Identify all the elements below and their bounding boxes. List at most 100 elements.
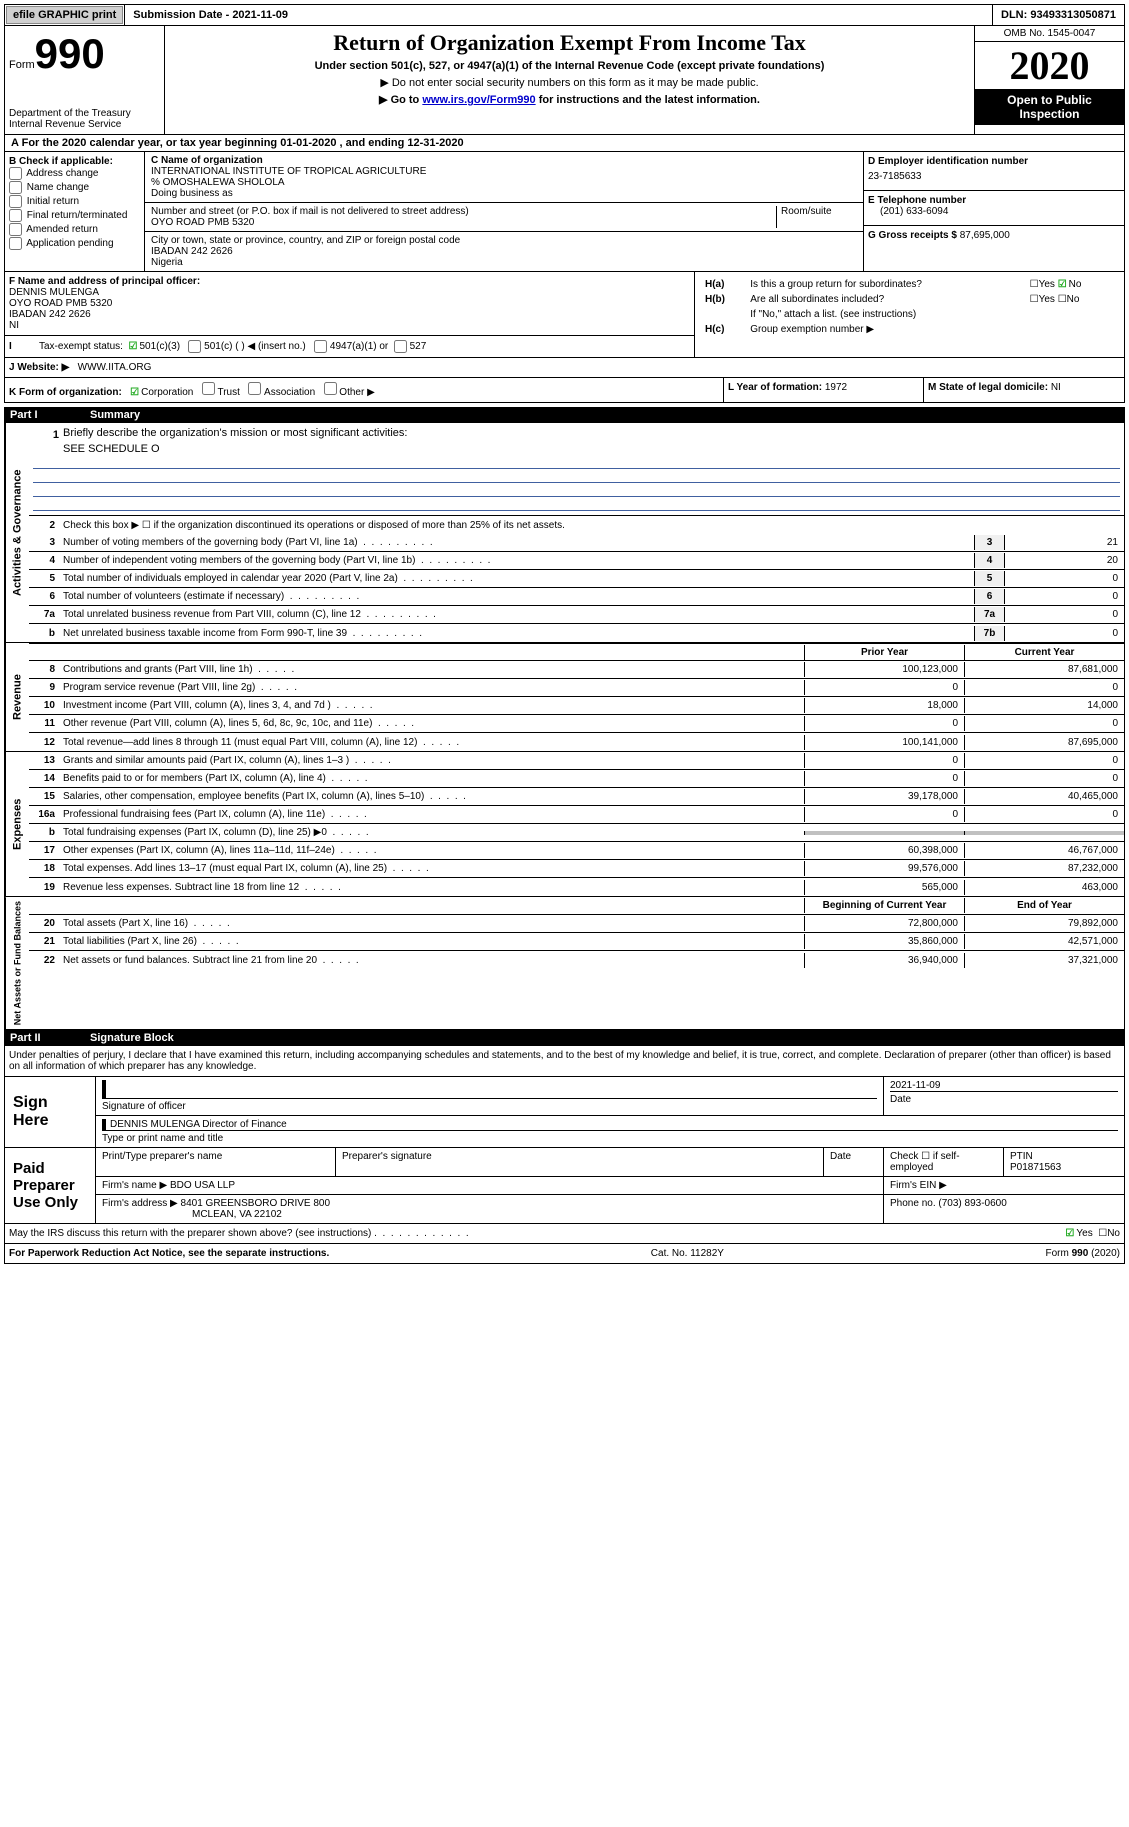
row-a-tax-year: A For the 2020 calendar year, or tax yea… <box>4 135 1125 152</box>
current-value: 0 <box>964 771 1124 786</box>
prior-value: 35,860,000 <box>804 934 964 949</box>
checkbox-trust[interactable] <box>202 382 215 395</box>
efile-print-button[interactable]: efile GRAPHIC print <box>6 6 123 24</box>
instructions-link[interactable]: www.irs.gov/Form990 <box>422 94 535 106</box>
summary-row: 5Total number of individuals employed in… <box>29 570 1124 588</box>
row-num: 10 <box>29 698 59 713</box>
country-value: Nigeria <box>151 257 183 268</box>
current-value: 79,892,000 <box>964 916 1124 931</box>
ha-label: Is this a group return for subordinates? <box>746 278 1023 291</box>
firm-addr-value: 8401 GREENSBORO DRIVE 800 <box>181 1198 331 1209</box>
summary-row: 18Total expenses. Add lines 13–17 (must … <box>29 860 1124 878</box>
title-box: Return of Organization Exempt From Incom… <box>165 26 974 134</box>
checkbox-initial-return[interactable] <box>9 195 22 208</box>
row-value: 0 <box>1004 626 1124 641</box>
tax-year: 2020 <box>975 42 1124 89</box>
row-num: 14 <box>29 771 59 786</box>
sig-date-value: 2021-11-09 <box>890 1080 1118 1091</box>
room-suite-label: Room/suite <box>777 206 857 228</box>
care-of-value: % OMOSHALEWA SHOLOLA <box>151 177 285 188</box>
section-expenses: Expenses 13Grants and similar amounts pa… <box>4 752 1125 897</box>
summary-row: 11Other revenue (Part VIII, column (A), … <box>29 715 1124 733</box>
prior-value: 36,940,000 <box>804 953 964 968</box>
street-label: Number and street (or P.O. box if mail i… <box>151 206 469 217</box>
row-num: 4 <box>29 553 59 568</box>
penalties-declaration: Under penalties of perjury, I declare th… <box>4 1046 1125 1077</box>
prior-value: 0 <box>804 807 964 822</box>
checkbox-address-change[interactable] <box>9 167 22 180</box>
summary-row: 10Investment income (Part VIII, column (… <box>29 697 1124 715</box>
row-value: 0 <box>1004 607 1124 622</box>
opt-trust: Trust <box>217 387 239 398</box>
row-desc: Total unrelated business revenue from Pa… <box>59 607 974 622</box>
arrow-icon: ▶ <box>379 94 391 106</box>
prior-value: 99,576,000 <box>804 861 964 876</box>
row-desc: Net assets or fund balances. Subtract li… <box>59 953 804 968</box>
current-year-header: Current Year <box>964 645 1124 660</box>
row-key: 7b <box>974 626 1004 641</box>
checkbox-501c[interactable] <box>188 340 201 353</box>
box-b-option: Name change <box>9 181 140 194</box>
form-label: Form <box>9 59 35 71</box>
row-desc: Other revenue (Part VIII, column (A), li… <box>59 716 804 731</box>
prior-value: 0 <box>804 680 964 695</box>
row-key: 5 <box>974 571 1004 586</box>
section-revenue: Revenue Prior Year Current Year 8Contrib… <box>4 643 1125 752</box>
current-value: 87,695,000 <box>964 735 1124 750</box>
paid-preparer-label: Paid Preparer Use Only <box>5 1148 95 1223</box>
checkbox-527[interactable] <box>394 340 407 353</box>
row-num: 20 <box>29 916 59 931</box>
checkbox-application-pending[interactable] <box>9 237 22 250</box>
row-value: 21 <box>1004 535 1124 550</box>
row-desc: Contributions and grants (Part VIII, lin… <box>59 662 804 677</box>
current-value: 0 <box>964 680 1124 695</box>
current-value: 37,321,000 <box>964 953 1124 968</box>
prior-value: 0 <box>804 716 964 731</box>
checkbox-other[interactable] <box>324 382 337 395</box>
checkbox-amended-return[interactable] <box>9 223 22 236</box>
discuss-row: May the IRS discuss this return with the… <box>4 1224 1125 1244</box>
prior-value: 39,178,000 <box>804 789 964 804</box>
row-desc: Number of independent voting members of … <box>59 553 974 568</box>
dln-label: DLN: 93493313050871 <box>992 5 1124 25</box>
current-value: 463,000 <box>964 880 1124 895</box>
discuss-label: May the IRS discuss this return with the… <box>9 1228 371 1239</box>
row-desc: Total assets (Part X, line 16) . . . . . <box>59 916 804 931</box>
summary-row: 4Number of independent voting members of… <box>29 552 1124 570</box>
paid-preparer-section: Paid Preparer Use Only Print/Type prepar… <box>4 1148 1125 1224</box>
dba-label: Doing business as <box>151 188 233 199</box>
arrow-icon: ▶ <box>380 77 392 89</box>
prep-col4: Check ☐ if self-employed <box>884 1148 1004 1176</box>
prep-phone-label: Phone no. <box>890 1198 936 1209</box>
checkbox-4947[interactable] <box>314 340 327 353</box>
vert-label-revenue: Revenue <box>5 643 29 751</box>
row-num: b <box>29 626 59 641</box>
row-num: 17 <box>29 843 59 858</box>
row-desc: Net unrelated business taxable income fr… <box>59 626 974 641</box>
vert-label-governance: Activities & Governance <box>5 423 29 642</box>
disclosure-line: Do not enter social security numbers on … <box>392 77 759 89</box>
part-ii-title: Signature Block <box>90 1032 174 1044</box>
row-desc: Total liabilities (Part X, line 26) . . … <box>59 934 804 949</box>
row-num: 13 <box>29 753 59 768</box>
main-title: Return of Organization Exempt From Incom… <box>169 30 970 56</box>
city-value: IBADAN 242 2626 <box>151 246 233 257</box>
officer-name: DENNIS MULENGA <box>9 287 99 298</box>
row-value: 20 <box>1004 553 1124 568</box>
summary-row: 14Benefits paid to or for members (Part … <box>29 770 1124 788</box>
goto-label: Go to <box>391 94 423 106</box>
footer-right: Form 990 (2020) <box>1046 1248 1120 1259</box>
row-key: 7a <box>974 607 1004 622</box>
row-num: 9 <box>29 680 59 695</box>
row-desc: Grants and similar amounts paid (Part IX… <box>59 753 804 768</box>
current-value: 87,232,000 <box>964 861 1124 876</box>
sign-here-label: Sign Here <box>5 1077 95 1147</box>
row-value: 0 <box>1004 589 1124 604</box>
officer-label: F Name and address of principal officer: <box>9 276 200 287</box>
checkbox-name-change[interactable] <box>9 181 22 194</box>
checkbox-association[interactable] <box>248 382 261 395</box>
checkbox-final-return/terminated[interactable] <box>9 209 22 222</box>
row-num: 5 <box>29 571 59 586</box>
row-num: 3 <box>29 535 59 550</box>
row-i-label-prefix: I <box>9 341 39 352</box>
